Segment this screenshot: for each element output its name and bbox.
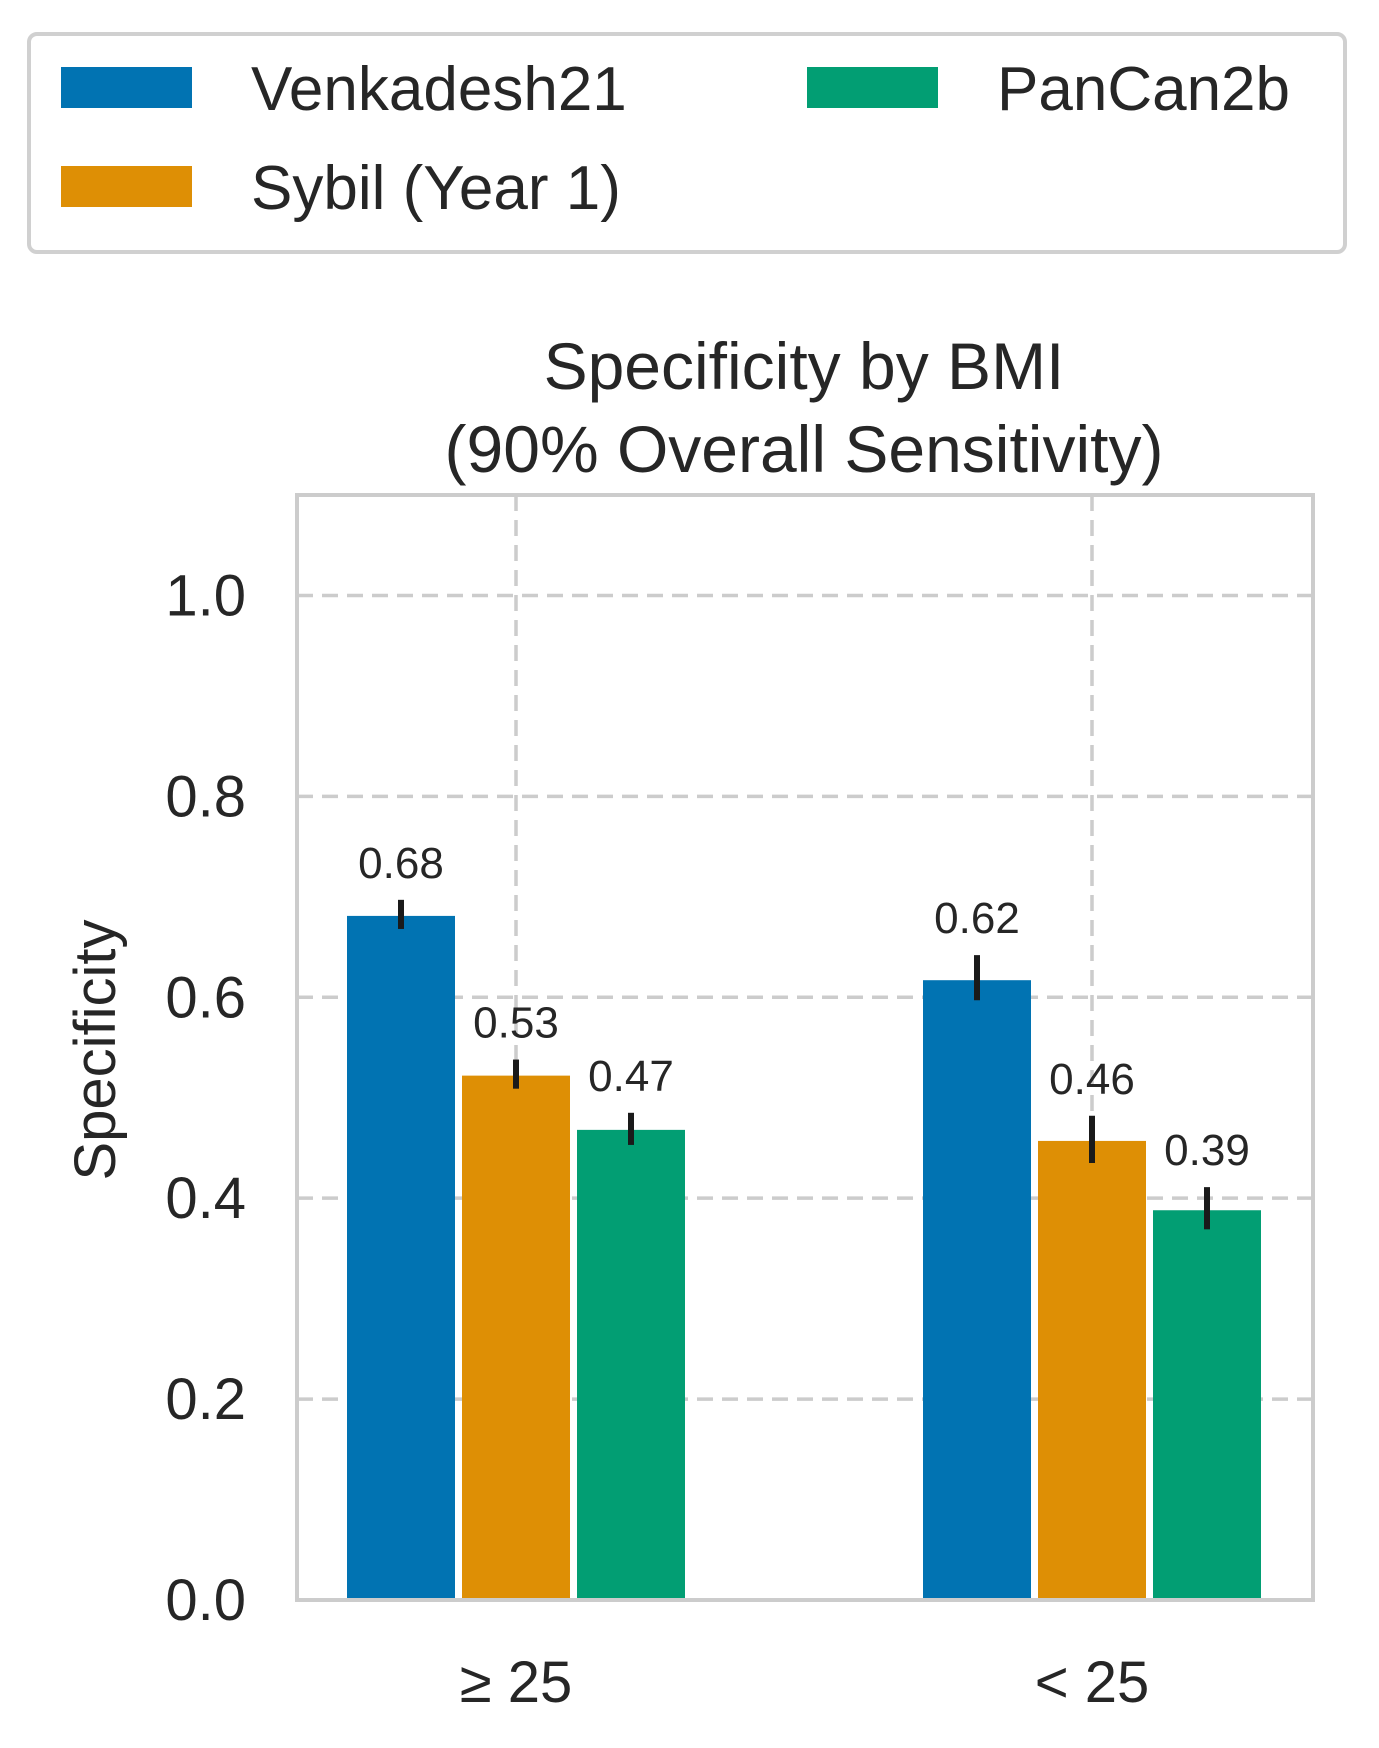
chart-title-line-2: (90% Overall Sensitivity): [445, 412, 1164, 486]
y-tick-label: 0.0: [165, 1568, 246, 1633]
x-axis-ticks: ≥ 25 < 25: [460, 1650, 1149, 1715]
chart-title-line-1: Specificity by BMI: [544, 329, 1065, 403]
y-tick-label: 0.4: [165, 1166, 246, 1231]
bar-sybil-year-1--1: [1038, 1140, 1146, 1600]
plot-frame: [295, 493, 1315, 1602]
data-label: 0.47: [588, 1052, 674, 1101]
bar-venkadesh21-1: [923, 980, 1031, 1600]
bar-venkadesh21-0: [347, 915, 455, 1600]
bar-sybil-year-1--0: [462, 1075, 570, 1600]
bar-pancan2b-1: [1153, 1210, 1261, 1600]
y-axis-ticks: 0.0 0.2 0.4 0.6 0.8 1.0: [165, 563, 246, 1633]
legend-swatch: [61, 67, 192, 108]
legend: Venkadesh21 Sybil (Year 1) PanCan2b: [27, 32, 1347, 254]
legend-label: Venkadesh21: [251, 55, 627, 124]
legend-item-pancan2b: PanCan2b: [807, 55, 1290, 124]
legend-label: Sybil (Year 1): [251, 154, 621, 223]
legend-swatch: [61, 166, 192, 207]
y-tick-label: 1.0: [165, 563, 246, 628]
data-label: 0.68: [358, 839, 444, 888]
x-tick-label: ≥ 25: [460, 1650, 572, 1715]
legend-swatch: [807, 67, 938, 108]
data-label: 0.46: [1049, 1055, 1135, 1104]
y-tick-label: 0.2: [165, 1367, 246, 1432]
y-tick-label: 0.8: [165, 764, 246, 829]
data-label: 0.62: [934, 894, 1020, 943]
data-label: 0.53: [473, 999, 559, 1048]
bars: 0.68 0.53 0.47 0.62 0.46 0.39: [347, 839, 1261, 1600]
grid: [297, 495, 1313, 1600]
data-label: 0.39: [1164, 1126, 1250, 1175]
y-axis-label: Specificity: [63, 919, 128, 1180]
y-tick-label: 0.6: [165, 965, 246, 1030]
legend-item-venkadesh21: Venkadesh21: [61, 55, 627, 124]
x-tick-label: < 25: [1035, 1650, 1150, 1715]
legend-item-sybil-year-1-: Sybil (Year 1): [61, 154, 621, 223]
legend-frame: [27, 32, 1347, 254]
legend-label: PanCan2b: [997, 55, 1290, 124]
bar-pancan2b-0: [577, 1129, 685, 1600]
